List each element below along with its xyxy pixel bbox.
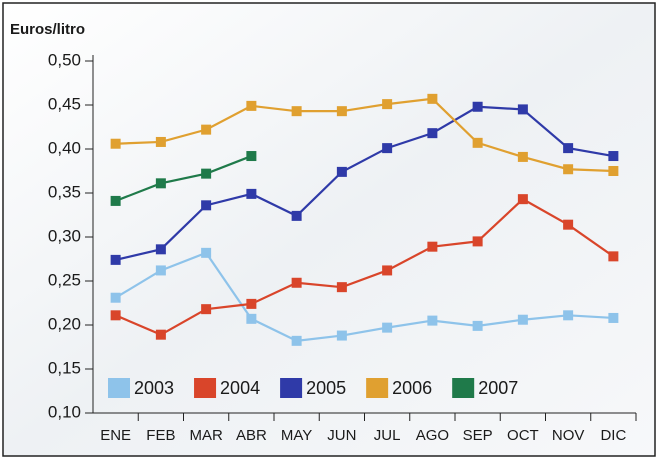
point — [246, 313, 257, 324]
point — [563, 219, 574, 230]
point — [563, 310, 574, 321]
legend-swatch — [366, 378, 389, 398]
point — [201, 247, 212, 258]
x-tick-label: JUN — [327, 427, 356, 444]
legend-swatch — [452, 378, 475, 398]
point — [472, 137, 483, 148]
series-line — [115, 251, 614, 342]
point — [110, 310, 121, 321]
point — [608, 151, 619, 162]
point — [291, 210, 302, 221]
x-tick-label: ENE — [100, 427, 131, 444]
point — [382, 265, 393, 276]
point — [291, 106, 302, 117]
point — [336, 330, 347, 341]
point — [382, 322, 393, 333]
point — [608, 312, 619, 323]
legend-label: 2006 — [392, 378, 432, 398]
y-tick-label: 0,45 — [48, 94, 81, 113]
y-tick-label: 0,20 — [48, 314, 81, 333]
point — [155, 136, 166, 147]
x-tick-label: AGO — [416, 427, 449, 444]
series-line — [115, 105, 614, 261]
legend-label: 2003 — [134, 378, 174, 398]
point — [472, 320, 483, 331]
series-line — [115, 197, 615, 336]
point — [608, 251, 619, 262]
point — [427, 315, 438, 326]
point — [336, 166, 347, 177]
x-tick-label: DIC — [600, 427, 626, 444]
x-tick-label: NOV — [552, 427, 585, 444]
point — [155, 265, 166, 276]
legend-label: 2004 — [220, 378, 260, 398]
y-tick-label: 0,35 — [48, 182, 81, 201]
y-tick-label: 0,30 — [48, 226, 81, 245]
point — [472, 101, 483, 112]
x-tick-label: ABR — [236, 427, 267, 444]
point — [291, 277, 302, 288]
point — [563, 164, 574, 175]
point — [291, 335, 302, 346]
x-tick-label: FEB — [146, 427, 175, 444]
point — [427, 241, 438, 252]
point — [427, 93, 438, 104]
legend-label: 2005 — [306, 378, 346, 398]
point — [110, 138, 121, 149]
point — [246, 298, 257, 309]
point — [427, 128, 438, 139]
point — [246, 100, 257, 111]
point — [563, 143, 574, 154]
x-tick-label: JUL — [374, 427, 401, 444]
point — [155, 178, 166, 189]
point — [517, 194, 528, 205]
legend-swatch — [194, 378, 217, 398]
x-tick-label: MAY — [281, 427, 312, 444]
point — [155, 329, 166, 340]
point — [608, 166, 619, 176]
point — [472, 236, 483, 247]
y-tick-label: 0,15 — [48, 358, 81, 377]
x-tick-label: SEP — [463, 427, 493, 444]
point — [336, 106, 347, 117]
point — [246, 188, 257, 199]
legend-swatch — [280, 378, 303, 398]
legend-label: 2007 — [478, 378, 518, 398]
x-tick-label: OCT — [507, 427, 539, 444]
legend-swatch — [108, 378, 130, 398]
y-tick-label: 0,10 — [48, 402, 81, 421]
y-tick-label: 0,25 — [48, 270, 81, 289]
point — [201, 304, 212, 315]
point — [110, 195, 121, 206]
x-tick-label: MAR — [189, 427, 223, 444]
point — [110, 292, 121, 303]
series-line — [115, 97, 614, 173]
point — [246, 151, 257, 162]
point — [201, 168, 212, 179]
y-axis-title: Euros/litro — [10, 21, 85, 38]
y-tick-label: 0,50 — [48, 50, 81, 69]
series-line — [115, 155, 252, 202]
point — [517, 151, 528, 162]
point — [517, 314, 528, 325]
point — [382, 99, 393, 110]
point — [336, 282, 347, 293]
y-tick-label: 0,40 — [48, 138, 81, 157]
point — [110, 254, 121, 265]
point — [201, 200, 212, 211]
point — [155, 244, 166, 255]
point — [201, 124, 212, 135]
point — [382, 143, 393, 154]
point — [517, 104, 528, 115]
